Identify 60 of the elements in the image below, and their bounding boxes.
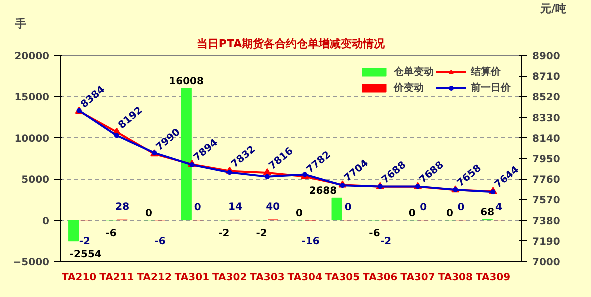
x-tick-label: TA309: [476, 272, 511, 284]
data-label: 0: [446, 208, 454, 220]
x-tick-label: TA211: [100, 272, 134, 284]
data-label: 0: [408, 208, 416, 220]
x-tick-label: TA308: [438, 272, 474, 284]
y-tick-label: 15000: [14, 92, 50, 104]
x-tick-label: TA212: [137, 272, 172, 284]
x-tick-label: TA303: [250, 272, 285, 284]
data-label: 2688: [309, 186, 338, 198]
x-tick-label: TA306: [363, 272, 398, 284]
y-tick-label: 0: [42, 216, 50, 228]
legend-label: 结算价: [471, 66, 501, 79]
data-label: 0: [296, 208, 303, 220]
data-label: -2: [380, 236, 392, 248]
legend-label: 前一日价: [471, 82, 511, 95]
data-label: 40: [266, 202, 280, 213]
y2-tick-label: 8520: [532, 92, 560, 104]
data-label: 0: [458, 202, 465, 214]
y2-tick-label: 8140: [532, 134, 560, 145]
data-label: 0: [145, 208, 152, 220]
data-label: 68: [480, 208, 495, 219]
data-label: -16: [302, 236, 320, 248]
data-label: -6: [106, 228, 117, 240]
x-tick-label: TA307: [400, 272, 436, 284]
y2-tick-label: 7380: [532, 216, 560, 228]
data-label: -6: [154, 236, 166, 248]
x-tick-label: TA304: [288, 272, 322, 284]
data-label: 4: [495, 202, 502, 214]
x-tick-label: TA305: [325, 272, 360, 284]
data-label: 0: [194, 202, 202, 214]
x-tick-label: TA210: [62, 272, 97, 284]
data-label: -2: [218, 228, 230, 240]
data-label: 16008: [169, 76, 204, 88]
legend-label: 仓单变动: [394, 65, 434, 79]
data-label: 14: [228, 202, 242, 214]
y-tick-label: 5000: [22, 175, 50, 186]
x-tick-label: TA302: [212, 272, 248, 284]
y2-tick-label: 7760: [532, 175, 560, 186]
data-label: -2: [79, 236, 91, 248]
y-tick-label: 20000: [14, 52, 50, 62]
data-label: 28: [116, 202, 130, 214]
data-label: 0: [420, 202, 428, 214]
chart-title: 当日PTA期货各合约仓单增减变动情况: [196, 38, 386, 50]
y2-tick-label: 7000: [532, 258, 560, 268]
y2-tick-label: 8710: [532, 72, 560, 84]
y2-tick-label: 8330: [532, 113, 560, 124]
y-tick-label: −5000: [13, 258, 50, 268]
data-label: -6: [369, 228, 380, 240]
y-tick-label: 10000: [14, 134, 50, 145]
y-axis-title: 手: [14, 18, 26, 30]
y2-tick-label: 7570: [532, 196, 560, 207]
legend-label: 价变动: [394, 81, 424, 95]
x-tick-label: TA301: [174, 272, 210, 284]
y2-axis-title: 元/吨: [539, 2, 567, 16]
data-label: 0: [344, 202, 352, 214]
data-label: -2554: [70, 249, 102, 260]
y2-tick-label: 7190: [532, 236, 560, 248]
y2-tick-label: 8900: [532, 52, 560, 62]
y2-tick-label: 7950: [532, 154, 560, 166]
data-label: -2: [256, 228, 268, 240]
